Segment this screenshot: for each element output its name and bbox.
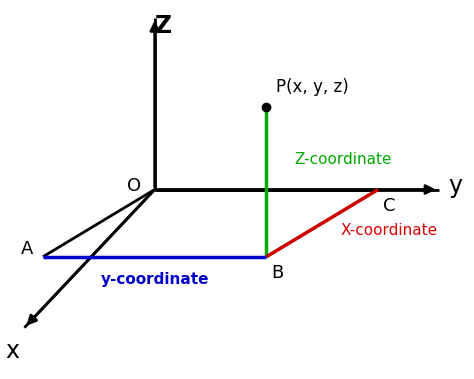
Text: B: B [271,264,283,282]
Text: X-coordinate: X-coordinate [341,223,438,238]
Text: Z-coordinate: Z-coordinate [294,152,392,167]
Text: y-coordinate: y-coordinate [100,272,209,287]
Text: y: y [448,174,462,198]
Text: x: x [6,339,20,363]
Text: Z: Z [155,14,173,38]
Text: P(x, y, z): P(x, y, z) [276,78,348,96]
Text: O: O [127,177,141,195]
Text: A: A [21,240,34,258]
Text: C: C [383,197,395,215]
